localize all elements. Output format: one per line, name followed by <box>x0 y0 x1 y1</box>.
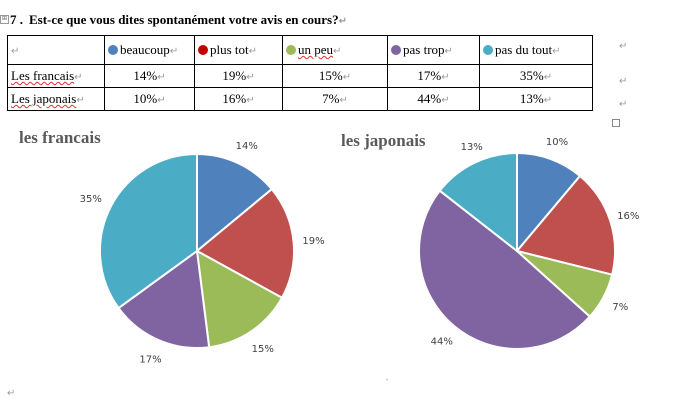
pie-slice-beaucoup <box>516 151 582 254</box>
row-end-mark-icon: ↵ <box>619 41 628 52</box>
paragraph-mark-icon: ↵ <box>11 46 20 57</box>
legend-dot-icon <box>286 45 296 55</box>
paragraph-mark-icon: ↵ <box>7 388 16 399</box>
paragraph-mark-icon: ↵ <box>333 46 342 57</box>
paragraph-mark-icon: ↵ <box>169 46 179 57</box>
table-anchor-icon[interactable]: ⊞ <box>0 15 9 24</box>
pie-data-label: 14% <box>236 141 258 152</box>
cell-value: 16% <box>222 91 247 106</box>
pie-data-label: 16% <box>617 211 639 222</box>
paragraph-mark-icon: ↵ <box>246 72 255 83</box>
paragraph-mark-icon: ↵ <box>441 95 450 106</box>
paragraph-mark-icon: ↵ <box>444 46 453 57</box>
cell-value: 14% <box>133 68 158 83</box>
question-heading: 7 . Est-ce que vous dites spontanément vo… <box>10 12 347 28</box>
row-end-mark-icon: ↵ <box>619 99 628 110</box>
pie-data-label: 15% <box>252 344 274 355</box>
paragraph-mark-icon: ↵ <box>246 95 255 106</box>
question-text: Est-ce que vous dites spontanément votre… <box>29 12 339 27</box>
value-cell[interactable]: 19%↵ <box>194 64 283 88</box>
pie-slice-pas-du-tout <box>438 151 518 254</box>
cell-value: 13% <box>519 91 544 106</box>
table-resize-handle[interactable] <box>612 119 620 127</box>
paragraph-mark-icon: ↵ <box>543 95 553 106</box>
row-end-mark-icon: ↵ <box>619 76 628 87</box>
legend-label: beaucoup <box>120 42 170 57</box>
chart-title-francais: les francais <box>19 128 101 147</box>
cell-value: 44% <box>417 91 442 106</box>
value-cell[interactable]: 13%↵ <box>479 87 593 111</box>
pie-data-label: 10% <box>546 137 568 148</box>
legend-label: pas trop <box>403 42 445 57</box>
pie-slice-plus-tot <box>195 187 295 300</box>
row-label: Les francais <box>11 68 75 83</box>
value-cell[interactable]: 16%↵ <box>194 87 283 111</box>
table-header-row: ↵ beaucoup↵ plus tot↵ un peu↵ pas trop↵ … <box>7 35 593 65</box>
text-caret-icon: ˎ <box>385 370 390 381</box>
legend-dot-icon <box>198 45 208 55</box>
chart-title-japonais: les japonais <box>341 131 426 150</box>
value-cell[interactable]: 17%↵ <box>387 64 480 88</box>
pie-slice-pas-du-tout <box>99 152 198 310</box>
pie-chart-japonais: 10% 16% 7% 44% 13% <box>418 137 639 350</box>
pie-data-label: 19% <box>302 236 324 247</box>
paragraph-mark-icon: ↵ <box>552 46 561 57</box>
pie-slice-pas-trop <box>418 189 592 350</box>
pie-chart-francais: 14% 19% 15% 17% 35% <box>80 141 325 365</box>
pie-slice-pas-trop <box>117 249 211 349</box>
paragraph-mark-icon: ↵ <box>342 72 352 83</box>
pie-data-label: 44% <box>431 337 453 348</box>
legend-cell-beaucoup[interactable]: beaucoup↵ <box>104 35 195 65</box>
paragraph-mark-icon: ↵ <box>339 95 348 106</box>
paragraph-mark-icon: ↵ <box>441 72 450 83</box>
pie-slice-un-peu <box>195 249 284 349</box>
legend-label: un peu <box>298 42 334 57</box>
pie-data-label: 35% <box>80 194 102 205</box>
legend-dot-icon <box>108 45 118 55</box>
table-row: Les japonais↵ 10%↵ 16%↵ 7%↵ 44%↵ 13%↵ <box>7 87 593 111</box>
value-cell[interactable]: 35%↵ <box>479 64 593 88</box>
value-cell[interactable]: 10%↵ <box>104 87 195 111</box>
row-label-cell[interactable]: Les japonais↵ <box>7 87 105 111</box>
pie-data-label: 13% <box>461 142 483 153</box>
survey-table: ↵ beaucoup↵ plus tot↵ un peu↵ pas trop↵ … <box>7 35 593 111</box>
value-cell[interactable]: 44%↵ <box>387 87 480 111</box>
legend-cell-un-peu[interactable]: un peu↵ <box>282 35 388 65</box>
paragraph-mark-icon: ↵ <box>543 72 553 83</box>
pie-slice-beaucoup <box>196 152 274 254</box>
value-cell[interactable]: 7%↵ <box>282 87 388 111</box>
cell-value: 35% <box>519 68 544 83</box>
cell-value: 19% <box>222 68 247 83</box>
paragraph-mark-icon: ↵ <box>338 16 347 27</box>
pie-data-label: 7% <box>612 302 628 313</box>
paragraph-mark-icon: ↵ <box>74 72 83 83</box>
paragraph-mark-icon: ↵ <box>248 46 258 57</box>
legend-dot-icon <box>483 45 493 55</box>
cell-value: 7% <box>322 91 340 106</box>
paragraph-mark-icon: ↵ <box>76 95 85 106</box>
paragraph-mark-icon: ↵ <box>157 72 166 83</box>
pie-data-label: 17% <box>139 354 161 365</box>
row-label: Les japonais <box>11 91 77 106</box>
legend-cell-pas-du-tout[interactable]: pas du tout↵ <box>479 35 593 65</box>
legend-label: pas du tout <box>495 42 553 57</box>
cell-value: 17% <box>417 68 442 83</box>
row-label-cell[interactable]: Les francais↵ <box>7 64 105 88</box>
cell-value: 15% <box>318 68 343 83</box>
paragraph-mark-icon: ↵ <box>157 95 166 106</box>
question-number: 7 . <box>10 12 23 27</box>
legend-dot-icon <box>391 45 401 55</box>
pie-slice-plus-tot <box>515 174 616 276</box>
legend-label: plus tot <box>210 42 249 57</box>
cell-value: 10% <box>133 91 158 106</box>
